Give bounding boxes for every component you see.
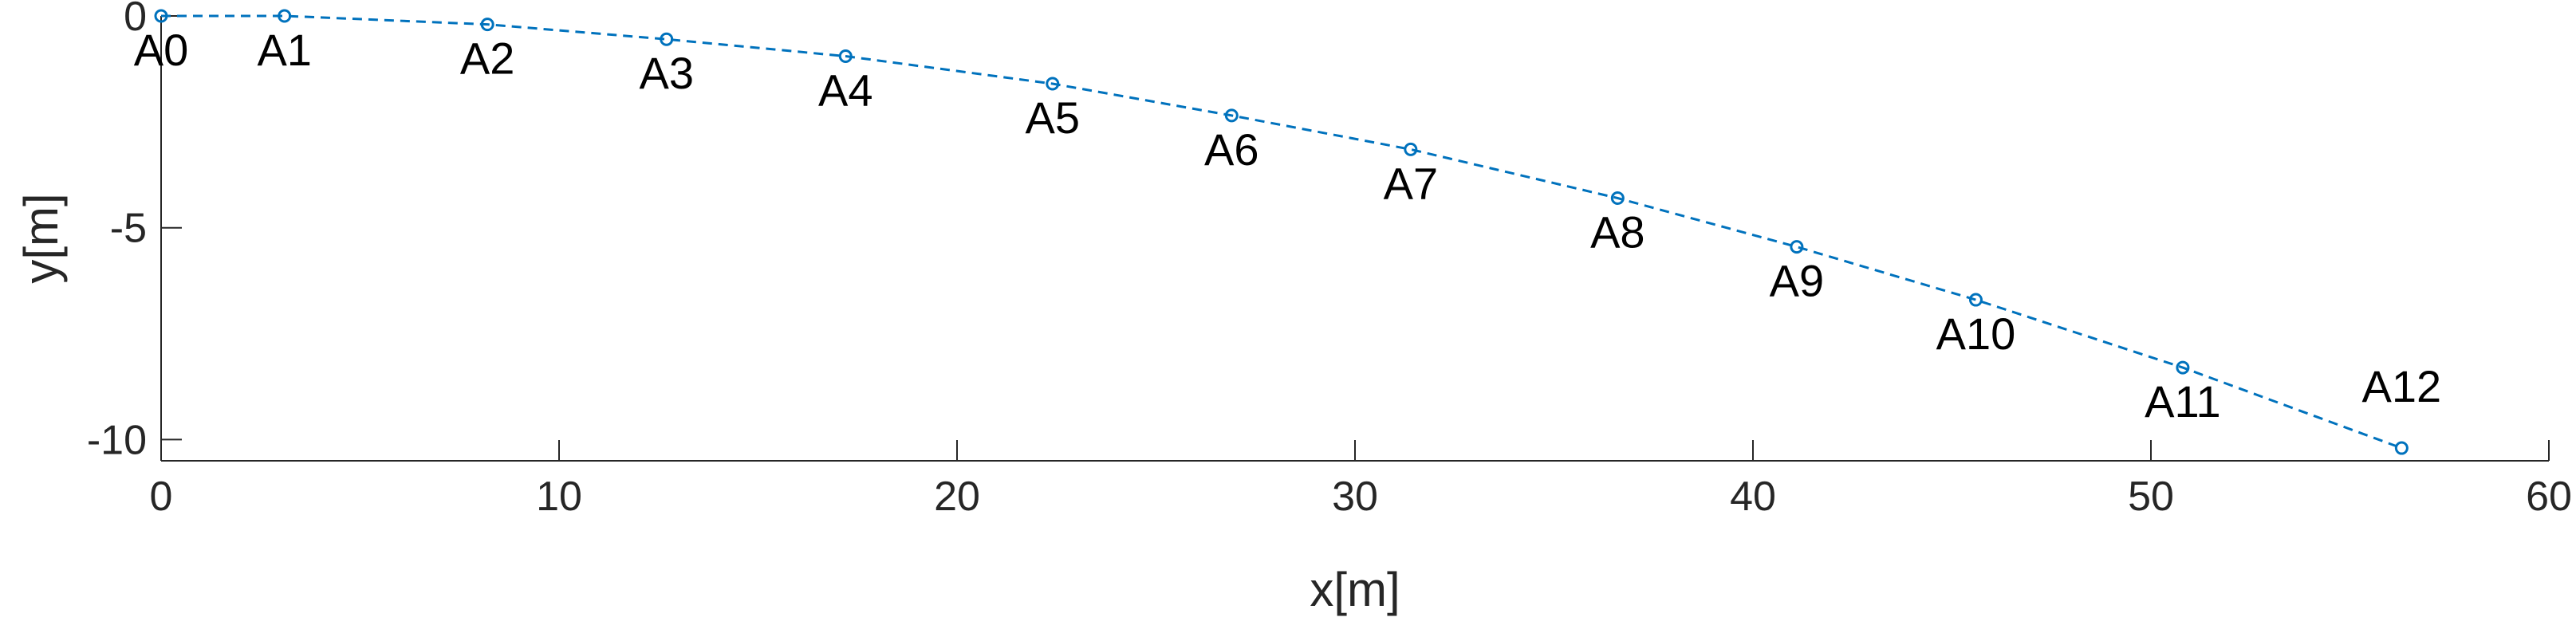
point-marker <box>2176 360 2190 375</box>
y-axis-title: y[m] <box>14 193 68 283</box>
y-tick-label: 0 <box>124 0 147 40</box>
point-label: A2 <box>460 33 515 84</box>
point-marker <box>2394 441 2409 455</box>
x-tick-label: 30 <box>1332 474 1378 520</box>
y-tick-label: -5 <box>110 206 147 252</box>
point-label: A4 <box>818 65 873 115</box>
point-label: A9 <box>1770 256 1825 306</box>
point-label: A11 <box>2145 376 2220 427</box>
point-marker <box>1790 240 1804 254</box>
axes: 0 10 20 30 40 50 60 0 -5 -10 <box>87 0 2572 520</box>
point-label: A10 <box>1936 309 2016 359</box>
point-marker <box>1404 142 1418 156</box>
point-marker <box>154 9 168 23</box>
x-tick-label: 60 <box>2526 474 2572 520</box>
x-tick-label: 20 <box>934 474 980 520</box>
point-marker <box>1968 293 1983 307</box>
point-marker <box>480 18 494 32</box>
x-tick-label: 40 <box>1730 474 1776 520</box>
x-tick-label: 0 <box>150 474 173 520</box>
point-label: A1 <box>257 25 312 75</box>
point-markers <box>154 9 2409 455</box>
point-label: A6 <box>1204 124 1259 175</box>
point-label: A7 <box>1384 158 1439 208</box>
x-axis-title: x[m] <box>1310 563 1400 616</box>
x-tick-label: 50 <box>2128 474 2174 520</box>
point-marker <box>660 32 674 46</box>
point-marker <box>1610 191 1625 206</box>
point-label: A5 <box>1026 92 1081 143</box>
point-label: A12 <box>2362 361 2442 411</box>
point-marker <box>278 9 292 23</box>
point-label: A8 <box>1590 207 1645 257</box>
x-tick-label: 10 <box>536 474 582 520</box>
point-marker <box>1046 77 1060 91</box>
point-marker <box>1224 108 1239 123</box>
y-tick-label: -10 <box>87 417 147 463</box>
point-label: A3 <box>639 48 694 98</box>
point-labels: A0 A1 A2 A3 A4 A5 A6 A7 A8 A9 A10 A11 A12 <box>134 25 2441 427</box>
series-polyline <box>161 14 2402 450</box>
point-label: A0 <box>134 25 189 75</box>
series-line <box>161 14 2402 450</box>
point-marker <box>838 49 853 63</box>
